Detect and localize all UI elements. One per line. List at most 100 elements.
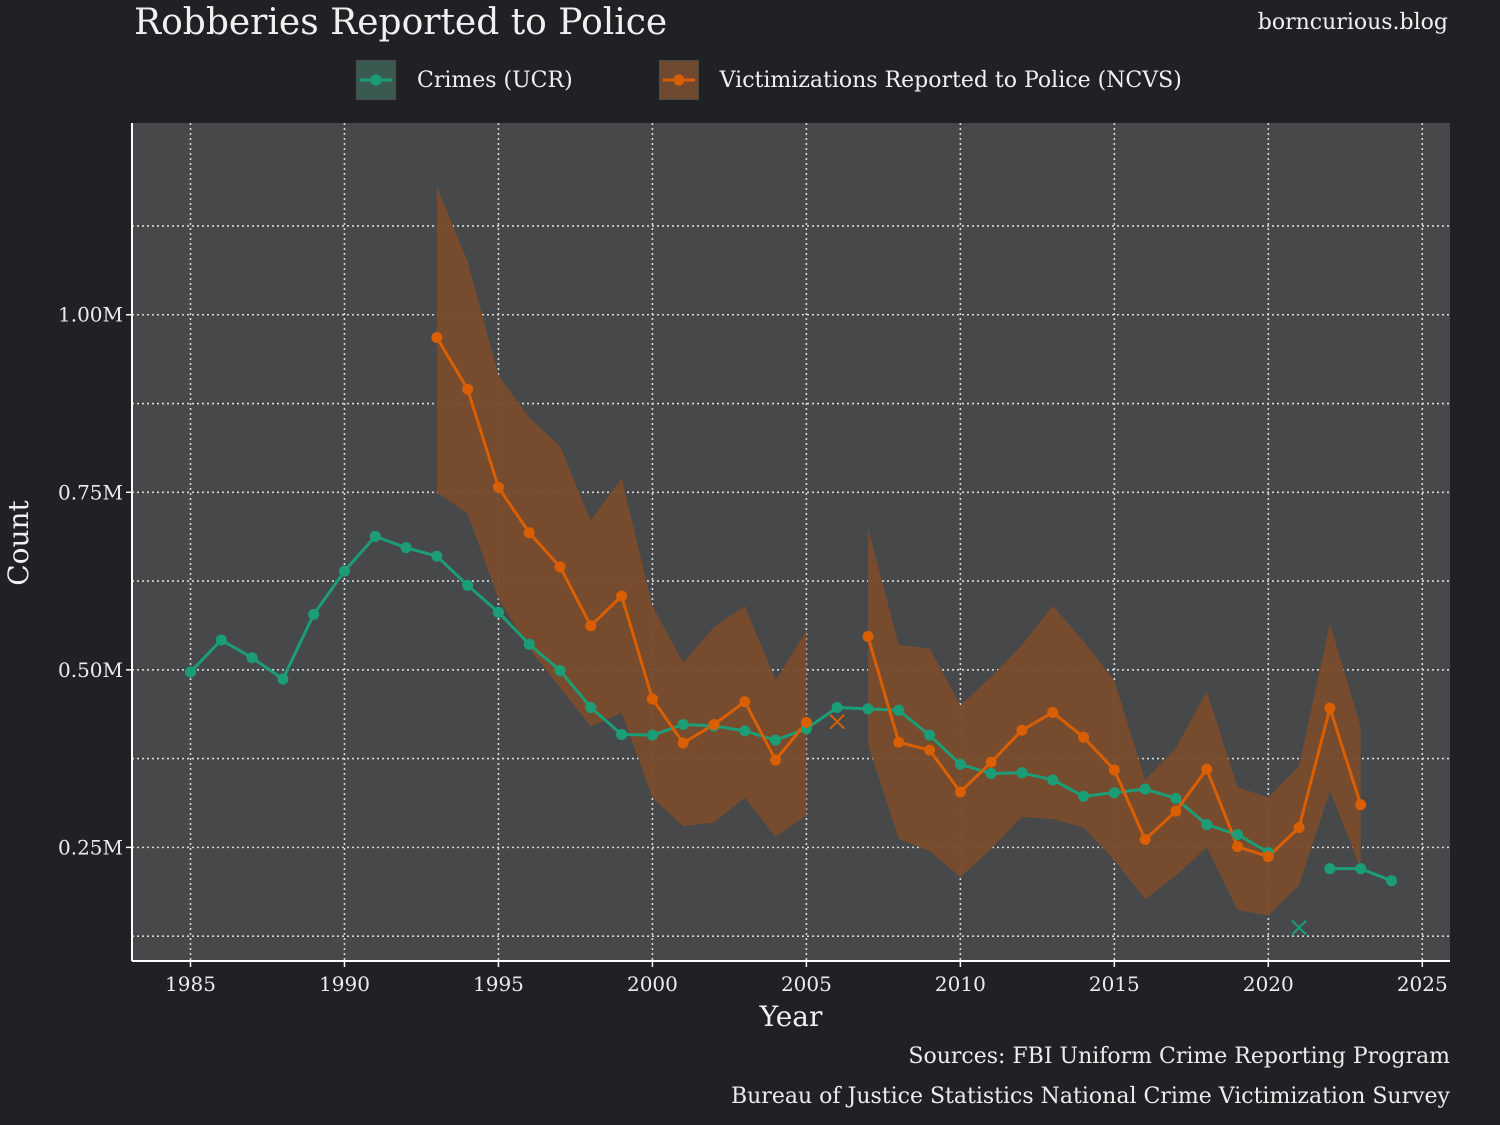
data-point-0 [492,606,504,618]
data-point-0 [185,666,197,678]
data-point-1 [1201,763,1213,775]
data-point-1 [739,696,751,708]
outlier-stroke [829,713,845,730]
legend-label-ncvs: Victimizations Reported to Police (NCVS) [719,67,1182,93]
data-point-0 [369,530,381,542]
x-tick-label: 2000 [627,972,678,996]
data-point-1 [677,737,689,749]
data-point-0 [739,725,751,737]
chart-title: Robberies Reported to Police [134,2,668,43]
data-point-0 [677,719,689,731]
data-point-1 [862,630,874,642]
data-point-1 [492,481,504,493]
data-point-1 [554,561,566,573]
data-point-1 [616,590,628,602]
site-name: borncurious.blog [1257,10,1448,35]
data-point-0 [924,729,936,741]
data-point-1 [1262,851,1274,863]
data-point-0 [770,734,782,746]
y-tick-label: 0.50M [58,658,123,682]
data-point-0 [954,758,966,770]
legend-item-ncvs: Victimizations Reported to Police (NCVS) [658,60,1182,100]
x-tick-label: 1995 [473,972,524,996]
data-point-0 [1078,790,1090,802]
x-axis-label: Year [759,1000,823,1033]
legend-label-ucr: Crimes (UCR) [417,67,573,93]
data-point-0 [246,652,258,664]
source-line-2: Bureau of Justice Statistics National Cr… [730,1084,1450,1109]
series-points [185,331,1397,936]
data-point-1 [431,331,443,343]
data-point-1 [924,744,936,756]
data-point-0 [462,579,474,591]
data-point-1 [1139,834,1151,846]
data-point-0 [616,728,628,740]
x-tick-label: 2005 [781,972,832,996]
y-tick-label: 0.25M [58,835,123,859]
data-point-0 [985,768,997,780]
data-point-0 [585,701,597,713]
source-line-1: Sources: FBI Uniform Crime Reporting Pro… [908,1044,1450,1069]
data-point-1 [1108,764,1120,776]
legend-swatch-ucr [356,60,396,100]
data-point-1 [523,527,535,539]
outlier-marker-0 [1291,919,1307,936]
axes: 1985 1990 1995 2000 2005 2010 2015 2020 2025 0.25… [58,123,1450,996]
data-point-0 [862,703,874,715]
data-point-1 [1078,731,1090,743]
data-point-1 [1324,702,1336,714]
data-point-1 [708,719,720,731]
data-point-1 [462,383,474,395]
data-point-1 [1355,799,1367,811]
data-point-0 [1232,829,1244,841]
data-point-0 [400,542,412,554]
data-point-0 [1385,875,1397,887]
data-point-0 [1201,819,1213,831]
data-point-1 [1016,724,1028,736]
x-tick-label: 2015 [1089,972,1140,996]
y-tick-label: 1.00M [58,303,123,327]
legend-item-ucr: Crimes (UCR) [356,60,573,100]
outlier-marker-1 [829,713,845,730]
data-point-1 [800,716,812,728]
data-point-0 [893,704,905,716]
x-tick-label: 1985 [165,972,216,996]
data-point-1 [646,693,658,705]
data-point-0 [338,565,350,577]
outlier-stroke [1291,919,1307,936]
confidence-band-1 [867,527,1361,916]
data-point-1 [1293,821,1305,833]
legend: Crimes (UCR) Victimizations Reported to … [356,60,1268,100]
data-point-1 [1047,706,1059,718]
confidence-band-1 [436,186,807,837]
data-point-0 [308,608,320,620]
x-tick-label: 2020 [1243,972,1294,996]
data-point-0 [1139,783,1151,795]
data-point-0 [1355,863,1367,875]
data-point-1 [770,754,782,766]
legend-swatch-ncvs [658,60,699,100]
data-point-0 [523,638,535,650]
data-point-0 [277,673,289,685]
data-point-0 [554,665,566,677]
data-point-1 [954,786,966,798]
data-point-1 [893,736,905,748]
data-point-1 [1170,805,1182,817]
data-point-0 [646,729,658,741]
data-point-1 [585,620,597,632]
data-point-0 [1047,774,1059,786]
data-point-0 [1324,863,1336,875]
x-tick-label: 2010 [935,972,986,996]
data-point-0 [215,634,227,646]
data-point-1 [985,756,997,768]
x-tick-label: 2025 [1397,972,1448,996]
data-point-1 [1232,841,1244,853]
y-tick-label: 0.75M [58,480,123,504]
data-point-0 [431,550,443,562]
data-point-0 [1016,767,1028,779]
x-tick-label: 1990 [319,972,370,996]
data-point-0 [1108,787,1120,799]
confidence-bands [436,186,1361,916]
data-point-0 [1170,792,1182,804]
